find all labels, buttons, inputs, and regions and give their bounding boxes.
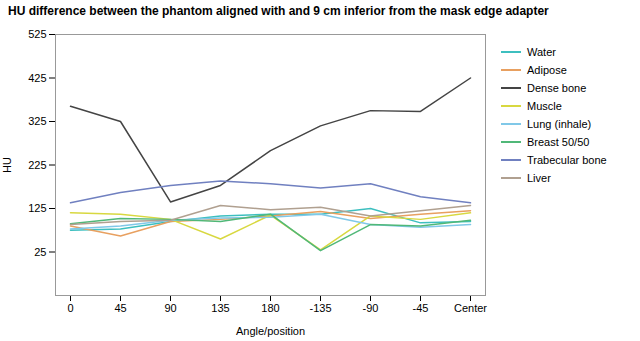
html-text:Lung (inhale): Lung (inhale) <box>527 118 592 130</box>
svg-text:90: 90 <box>164 302 176 314</box>
svg-text:135: 135 <box>211 302 229 314</box>
svg-text:Center: Center <box>454 302 487 314</box>
svg-text:-135: -135 <box>309 302 331 314</box>
svg-text:HU: HU <box>1 157 13 173</box>
html-text:Water: Water <box>527 46 556 58</box>
svg-text:25: 25 <box>34 246 46 258</box>
svg-text:0: 0 <box>67 302 73 314</box>
html-text:Dense bone: Dense bone <box>527 82 587 94</box>
svg-text:325: 325 <box>28 115 46 127</box>
html-text:Adipose: Adipose <box>527 64 567 76</box>
svg-text:Angle/position: Angle/position <box>236 325 305 337</box>
svg-text:525: 525 <box>28 28 46 40</box>
svg-text:225: 225 <box>28 159 46 171</box>
html-text:Trabecular bone: Trabecular bone <box>527 154 607 166</box>
html-text:Muscle: Muscle <box>527 100 562 112</box>
html-text:HU difference between the phan: HU difference between the phantom aligne… <box>8 4 549 18</box>
svg-text:425: 425 <box>28 72 46 84</box>
html-text:Liver: Liver <box>527 172 551 184</box>
svg-text:-90: -90 <box>363 302 379 314</box>
svg-text:45: 45 <box>114 302 126 314</box>
html-text:Breast 50/50: Breast 50/50 <box>527 136 590 148</box>
svg-text:-45: -45 <box>413 302 429 314</box>
svg-text:180: 180 <box>261 302 279 314</box>
svg-text:125: 125 <box>28 202 46 214</box>
